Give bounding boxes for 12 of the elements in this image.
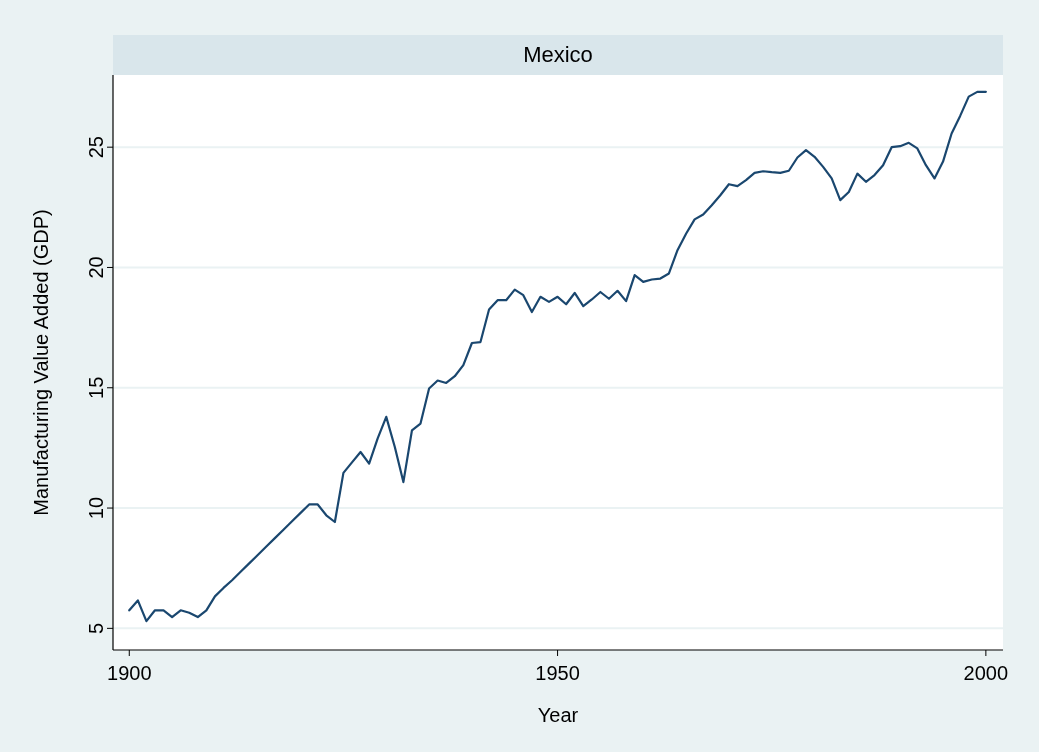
- y-tick-label: 5: [85, 622, 107, 634]
- x-tick-label: 2000: [963, 662, 1009, 684]
- x-tick-label: 1950: [535, 662, 580, 684]
- chart-title: Mexico: [523, 42, 593, 67]
- y-axis-title: Manufacturing Value Added (GDP): [30, 209, 52, 516]
- line-series: [128, 90, 987, 623]
- x-axis-title: Year: [537, 704, 579, 726]
- y-tick-label: 10: [85, 496, 107, 520]
- y-tick-label: 25: [85, 136, 107, 159]
- y-tick-label: 20: [85, 256, 107, 279]
- y-tick-label: 15: [85, 376, 107, 399]
- x-tick-label: 1900: [107, 662, 152, 684]
